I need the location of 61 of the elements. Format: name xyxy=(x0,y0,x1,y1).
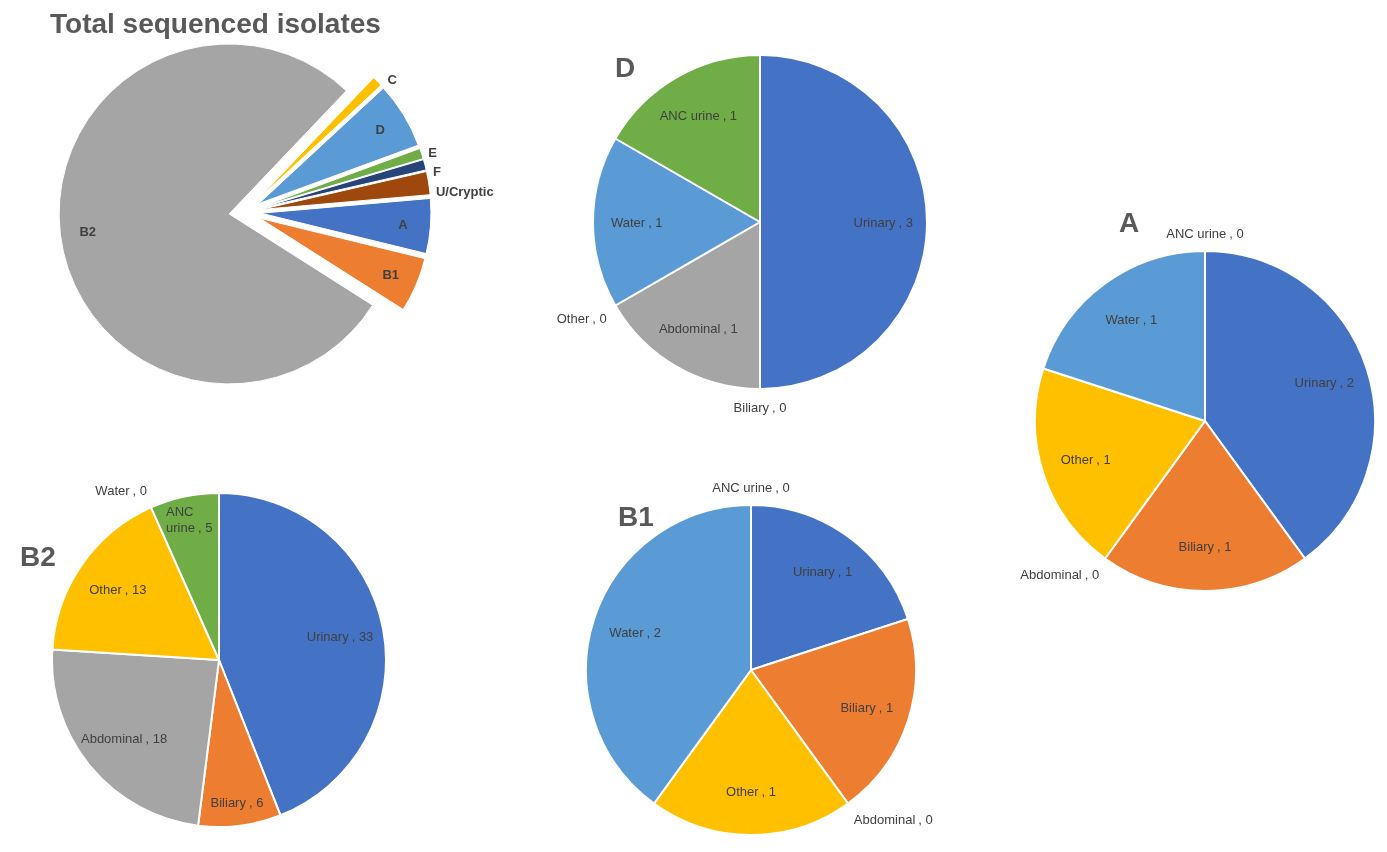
text: B2 xyxy=(20,540,56,572)
slice-label: C xyxy=(387,71,398,87)
data-label: , 3 xyxy=(898,214,913,230)
data-label: , 6 xyxy=(248,794,264,810)
data-label: , 18 xyxy=(145,731,168,747)
slice-label: Other xyxy=(1060,452,1094,468)
slice-label: Other xyxy=(89,582,123,598)
chart-title: Total sequenced isolates xyxy=(50,7,381,39)
chart-title: A xyxy=(1119,206,1140,238)
text: , 0 xyxy=(771,399,787,415)
data-label: , 2 xyxy=(1339,374,1354,390)
text: , 0 xyxy=(775,479,790,495)
category-label: Abdominal xyxy=(1020,567,1082,583)
slice-label: B1 xyxy=(382,266,400,282)
data-label: , 1 xyxy=(1216,538,1232,554)
data-label: , 2 xyxy=(646,624,661,640)
text: , 0 xyxy=(1229,225,1244,241)
slice-label: Water xyxy=(609,624,645,640)
slice-label: U/Cryptic xyxy=(435,183,494,199)
text: , 0 xyxy=(918,812,933,828)
text: , 0 xyxy=(592,311,607,326)
data-label: , 1 xyxy=(837,563,853,579)
data-label: , 1 xyxy=(761,784,776,800)
data-label: , 1 xyxy=(723,321,738,337)
chart-title: B1 xyxy=(618,500,654,532)
text: , 0 xyxy=(1084,567,1100,583)
slice-label: A xyxy=(398,216,409,232)
data-label: , 33 xyxy=(351,629,374,645)
data-label: , 1 xyxy=(648,214,663,230)
slice-label: E xyxy=(428,145,438,161)
category-label: Abdominal xyxy=(853,812,916,828)
slice-label: F xyxy=(432,164,441,180)
slice-label: ANC urine xyxy=(659,107,720,123)
data-label: , 1 xyxy=(1096,452,1111,468)
text: , 0 xyxy=(132,482,148,498)
slice-label: Water xyxy=(610,214,646,230)
data-label: , 1 xyxy=(878,700,894,716)
slice-label: Urinary xyxy=(853,214,896,230)
category-label: ANC urine xyxy=(1166,225,1227,241)
slice-label: Biliary xyxy=(840,700,877,716)
slice-label: B2 xyxy=(79,223,97,239)
slice-label: Biliary xyxy=(1178,538,1215,554)
chart-title: D xyxy=(615,51,636,83)
slice-label: Urinary xyxy=(1294,374,1337,390)
category-label: Water xyxy=(95,482,130,498)
slice-label: D xyxy=(375,121,385,137)
slice-label: Abdominal xyxy=(658,321,721,337)
category-label: Biliary xyxy=(733,399,769,415)
slice-label: Other xyxy=(726,784,760,800)
data-label: , 5 xyxy=(197,520,213,536)
data-label: , 1 xyxy=(1142,312,1158,328)
slice-label: Urinary xyxy=(792,563,836,579)
slice-label: Water xyxy=(1105,312,1141,328)
slice-label: Biliary xyxy=(210,794,247,810)
category-label: Other xyxy=(556,311,590,326)
slice-label: Urinary xyxy=(306,629,350,645)
slice-label: ANC urine xyxy=(166,504,195,536)
data-label: , 13 xyxy=(124,582,147,598)
slice-label: Abdominal xyxy=(80,731,143,747)
data-label: , 1 xyxy=(722,107,738,123)
category-label: ANC urine xyxy=(712,479,773,495)
